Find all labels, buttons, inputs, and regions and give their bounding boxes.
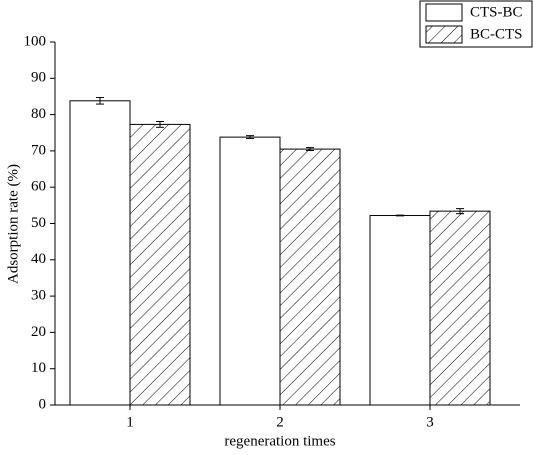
- y-tick-label: 30: [31, 288, 46, 304]
- y-axis-label: Adsorption rate (%): [5, 164, 21, 284]
- bar: [129, 123, 191, 406]
- y-tick-label: 60: [31, 179, 46, 195]
- bar: [219, 136, 281, 406]
- y-tick-label: 50: [31, 215, 46, 231]
- x-axis-label: regeneration times: [224, 433, 335, 449]
- legend-label: CTS-BC: [470, 4, 523, 20]
- y-tick-label: 10: [31, 360, 46, 376]
- x-tick-label: 3: [426, 414, 434, 430]
- bar: [69, 100, 131, 406]
- y-tick-label: 70: [31, 142, 46, 158]
- bar: [369, 215, 431, 406]
- y-tick-label: 20: [31, 324, 46, 340]
- error-bar: [306, 147, 314, 152]
- x-tick-label: 2: [276, 414, 284, 430]
- y-tick-label: 90: [31, 70, 46, 86]
- error-bar: [156, 120, 164, 128]
- y-tick-label: 80: [31, 106, 46, 122]
- y-tick-label: 40: [31, 251, 46, 267]
- y-tick-label: 0: [39, 396, 47, 412]
- bar: [429, 210, 491, 406]
- error-bar: [396, 214, 404, 217]
- legend-label: BC-CTS: [470, 26, 523, 42]
- error-bar: [246, 135, 254, 140]
- bar: [279, 148, 341, 406]
- x-tick-label: 1: [126, 414, 134, 430]
- legend-swatch: [425, 3, 463, 22]
- y-tick-label: 100: [24, 33, 47, 49]
- error-bar: [456, 208, 464, 215]
- legend-swatch: [425, 25, 463, 44]
- error-bar: [96, 97, 104, 105]
